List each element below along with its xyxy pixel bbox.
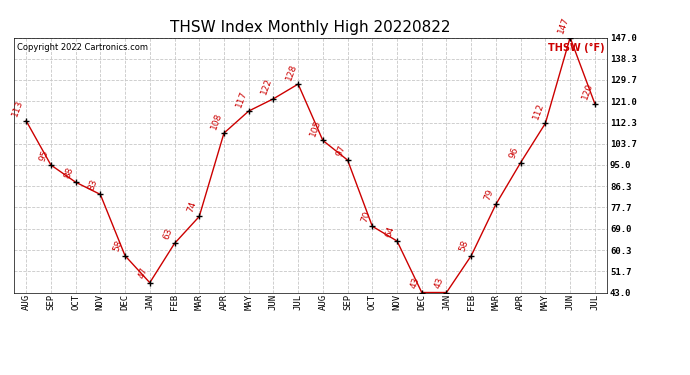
Text: 58: 58 [112,239,124,253]
Title: THSW Index Monthly High 20220822: THSW Index Monthly High 20220822 [170,20,451,35]
Text: 112: 112 [531,101,546,120]
Text: 47: 47 [137,266,149,280]
Text: 147: 147 [556,15,571,35]
Text: 63: 63 [161,227,174,241]
Text: 43: 43 [433,276,446,290]
Text: 113: 113 [10,99,25,118]
Text: Copyright 2022 Cartronics.com: Copyright 2022 Cartronics.com [17,43,148,52]
Text: 64: 64 [384,225,396,238]
Text: 96: 96 [508,146,520,160]
Text: 108: 108 [210,111,224,130]
Text: THSW (°F): THSW (°F) [548,43,604,52]
Text: 70: 70 [359,210,371,224]
Text: 105: 105 [308,118,323,138]
Text: 122: 122 [259,77,274,96]
Text: 120: 120 [581,82,595,101]
Text: 95: 95 [38,148,50,162]
Text: 128: 128 [284,62,298,81]
Text: 97: 97 [335,143,347,158]
Text: 83: 83 [87,178,99,192]
Text: 43: 43 [408,276,421,290]
Text: 58: 58 [458,239,471,253]
Text: 74: 74 [186,200,199,214]
Text: 79: 79 [483,188,495,201]
Text: 117: 117 [235,89,249,108]
Text: 88: 88 [63,165,75,179]
